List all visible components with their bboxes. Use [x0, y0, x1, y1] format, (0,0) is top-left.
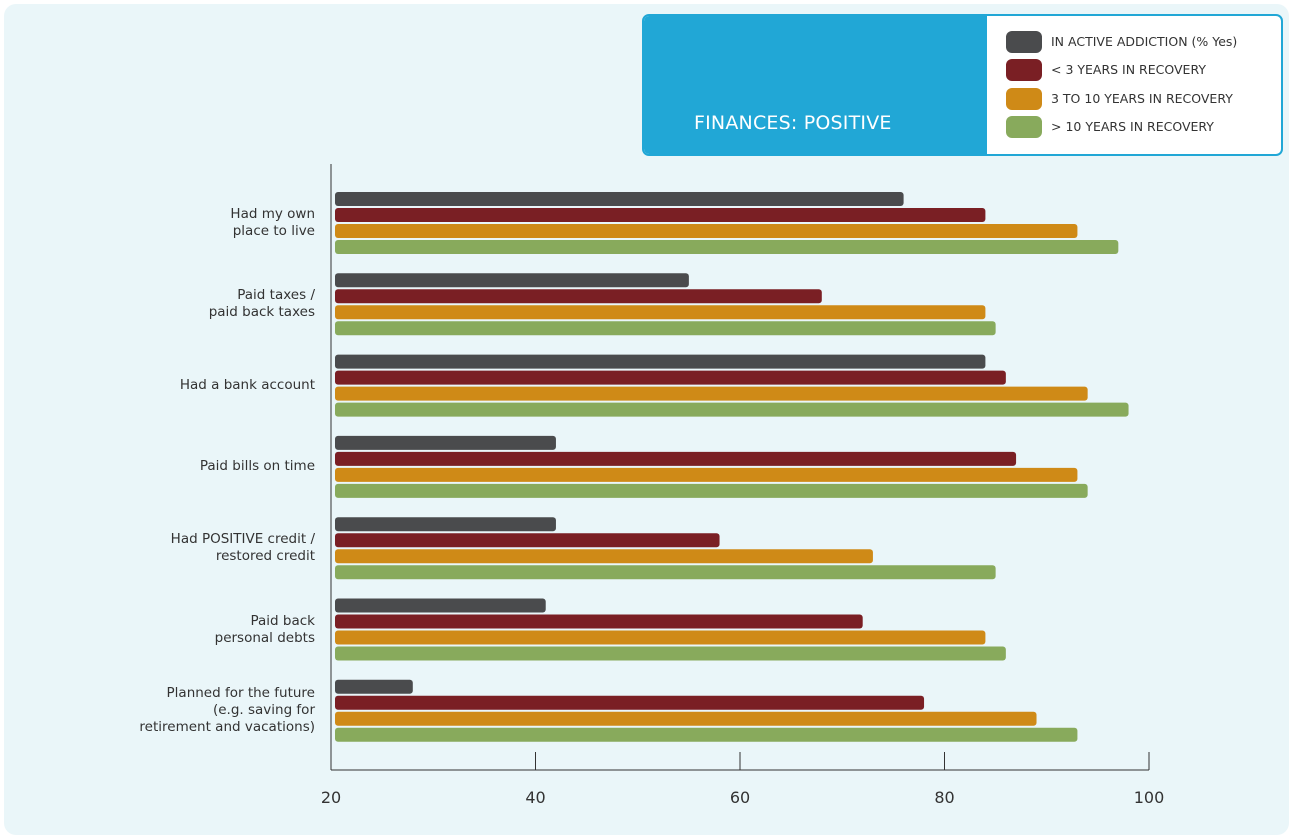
category-label-line: Had a bank account — [179, 377, 315, 394]
bar-1-series-2 — [335, 208, 986, 222]
bar-4-series-4 — [335, 483, 1088, 498]
category-label-line: Planned for the future — [166, 685, 315, 702]
bar-4-series-1 — [335, 435, 556, 450]
bar-6-series-2 — [335, 614, 863, 629]
chart-title: FINANCES: POSITIVE — [694, 112, 892, 134]
category-label-line: Paid back — [250, 612, 315, 629]
x-tick-label: 20 — [320, 788, 342, 807]
bar-7-series-3 — [335, 711, 1037, 726]
category-label-2: Paid taxes / paid back taxes — [209, 287, 315, 321]
bar-6-series-4 — [335, 646, 1006, 661]
category-label-line: retirement and vacations) — [139, 719, 315, 736]
category-label-line: paid back taxes — [208, 304, 315, 321]
bar-5-series-2 — [335, 533, 720, 548]
bar-1-series-3 — [335, 224, 1078, 238]
legend-label: 3 TO 10 YEARS IN RECOVERY — [1051, 91, 1233, 106]
category-label-line: Had POSITIVE credit / — [170, 531, 315, 548]
bar-5-series-3 — [335, 549, 873, 564]
bar-2-series-3 — [335, 305, 986, 320]
category-label-line: place to live — [232, 223, 315, 239]
bar-4-series-3 — [335, 467, 1078, 482]
category-label-line: Paid bills on time — [199, 458, 315, 475]
bar-3-series-3 — [335, 386, 1088, 401]
x-tick-label: 80 — [934, 788, 955, 807]
category-label-line: Paid taxes / — [237, 287, 315, 304]
x-tick-label: 100 — [1133, 788, 1165, 807]
legend-label: IN ACTIVE ADDICTION (% Yes) — [1051, 34, 1238, 49]
x-tick-label: 60 — [729, 788, 751, 807]
bar-2-series-4 — [335, 321, 996, 336]
bar-3-series-2 — [335, 370, 1006, 385]
legend-swatch — [1006, 88, 1042, 110]
bar-6-series-3 — [335, 630, 986, 645]
bar-4-series-2 — [335, 451, 1017, 466]
category-label-5: Had POSITIVE credit / restored credit — [171, 531, 315, 565]
bar-3-series-1 — [335, 354, 986, 369]
bar-2-series-1 — [335, 273, 689, 288]
title-banner: FINANCES: POSITIVE — [644, 16, 987, 154]
bar-7-series-1 — [335, 679, 413, 694]
bar-2-series-2 — [335, 289, 822, 304]
category-label-6: Paid back personal debts — [215, 613, 315, 647]
bar-3-series-4 — [335, 402, 1129, 417]
bar-6-series-1 — [335, 598, 546, 613]
bar-7-series-4 — [335, 727, 1078, 742]
bar-1-series-4 — [335, 240, 1119, 254]
category-label-4: Paid bills on time — [200, 458, 315, 475]
category-label-line: Had my own — [230, 206, 315, 222]
category-label-line: restored credit — [215, 548, 315, 565]
category-label-3: Had a bank account — [180, 377, 315, 394]
legend-swatch — [1006, 31, 1042, 53]
legend-swatch — [1006, 59, 1042, 81]
legend-label: < 3 YEARS IN RECOVERY — [1051, 62, 1206, 77]
category-label-line: personal debts — [214, 629, 315, 646]
legend-label: > 10 YEARS IN RECOVERY — [1051, 119, 1214, 134]
x-tick-label: 40 — [525, 788, 546, 807]
bar-5-series-1 — [335, 517, 556, 532]
category-label-1: Had my own place to live — [230, 206, 315, 240]
bar-1-series-1 — [335, 192, 904, 206]
category-label-7: Planned for the future (e.g. saving for re… — [139, 685, 315, 736]
category-label-line: (e.g. saving for — [212, 702, 315, 719]
legend-box: FINANCES: POSITIVE IN ACTIVE ADDICTION (… — [642, 14, 1283, 156]
bar-7-series-2 — [335, 695, 925, 710]
bar-5-series-4 — [335, 565, 996, 580]
legend-swatch — [1006, 116, 1042, 138]
